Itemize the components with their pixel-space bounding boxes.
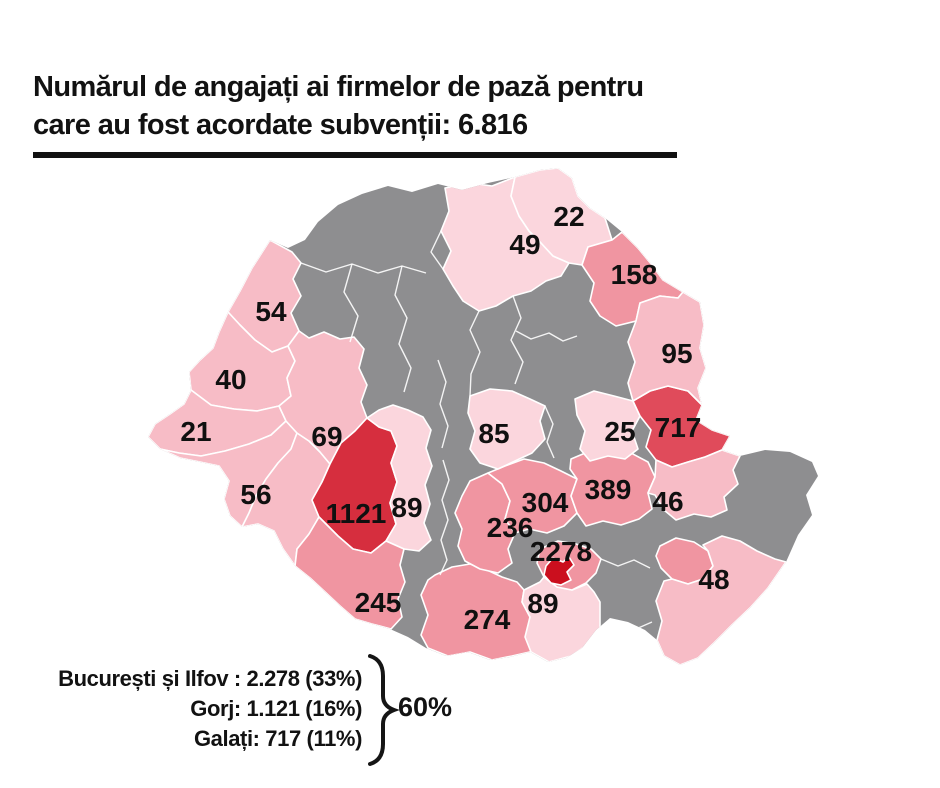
county-value-labels: 22 49 158 95 54 40 21 69 56 85 25 717 11… (180, 201, 729, 635)
county-value-label: 21 (180, 416, 211, 447)
county-region (294, 516, 406, 630)
county-region (467, 388, 546, 470)
county-value-label: 95 (661, 338, 692, 369)
county-region (627, 291, 707, 406)
county-value-label: 54 (255, 296, 287, 327)
county-value-label: 46 (652, 486, 683, 517)
page-title: Numărul de angajați ai firmelor de pază … (33, 68, 644, 144)
county-region (366, 404, 433, 552)
county-value-label: 48 (698, 564, 729, 595)
curly-brace (368, 654, 400, 766)
county-value-label: 56 (240, 479, 271, 510)
county-region (487, 458, 578, 534)
top-regions-legend: București și Ilfov : 2.278 (33%) Gorj: 1… (20, 664, 362, 754)
county-value-label: 22 (553, 201, 584, 232)
no-data-county-borders (300, 230, 653, 630)
county-value-label: 49 (509, 229, 540, 260)
county-region (655, 535, 787, 665)
county-value-label: 236 (487, 512, 534, 543)
title-underline (33, 152, 677, 158)
title-line-2: care au fost acordate subvenții: 6.816 (33, 109, 528, 141)
county-value-label: 89 (527, 588, 558, 619)
combined-share-label: 60% (398, 692, 453, 722)
county-region (278, 330, 368, 465)
legend-line-gorj: Gorj: 1.121 (16%) (190, 696, 362, 721)
county-value-label: 304 (522, 487, 569, 518)
county-region (647, 449, 741, 521)
county-value-label: 274 (464, 604, 511, 635)
county-value-label: 85 (478, 418, 509, 449)
county-value-label: 717 (655, 412, 702, 443)
county-value-label: 25 (604, 416, 635, 447)
legend-line-galati: Galați: 717 (11%) (193, 726, 362, 751)
title-line-1: Numărul de angajați ai firmelor de pază … (33, 71, 644, 103)
county-value-label: 389 (585, 474, 632, 505)
county-region (574, 390, 641, 462)
county-value-label: 158 (611, 259, 658, 290)
region-bucuresti (543, 556, 575, 586)
county-value-label: 2278 (530, 536, 592, 567)
county-value-label: 69 (311, 421, 342, 452)
county-value-label: 1121 (326, 498, 387, 529)
county-value-label: 89 (391, 492, 422, 523)
county-value-label: 40 (215, 364, 246, 395)
legend-line-bucuresti-ilfov: București și Ilfov : 2.278 (33%) (58, 666, 362, 691)
county-value-label: 245 (355, 587, 402, 618)
